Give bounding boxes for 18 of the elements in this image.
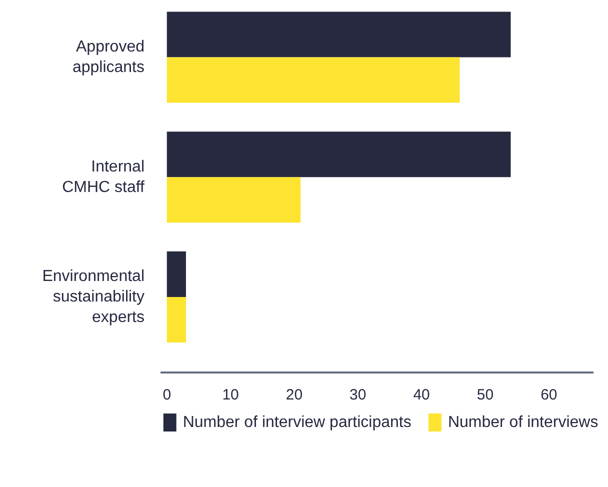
bar <box>166 132 511 178</box>
y-tick-label: Internal CMHC staff <box>62 158 146 196</box>
x-tick-label: 10 <box>222 386 239 404</box>
bar <box>166 251 186 297</box>
bar <box>166 177 301 223</box>
bar <box>166 12 511 58</box>
x-tick-label: 40 <box>413 386 430 404</box>
legend-label: Number of interviews <box>448 414 598 431</box>
x-tick-label: 50 <box>476 386 494 404</box>
legend-label: Number of interview participants <box>182 414 412 431</box>
x-tick-label: 0 <box>162 386 172 404</box>
x-tick-label: 60 <box>540 386 558 404</box>
y-tick-label: Environmental sustainability experts <box>42 268 145 326</box>
x-tick-label: 20 <box>286 386 303 404</box>
bar <box>166 296 186 343</box>
x-tick-label: 30 <box>350 386 366 404</box>
y-tick-label: Approved applicants <box>72 38 145 76</box>
bar <box>166 57 460 103</box>
